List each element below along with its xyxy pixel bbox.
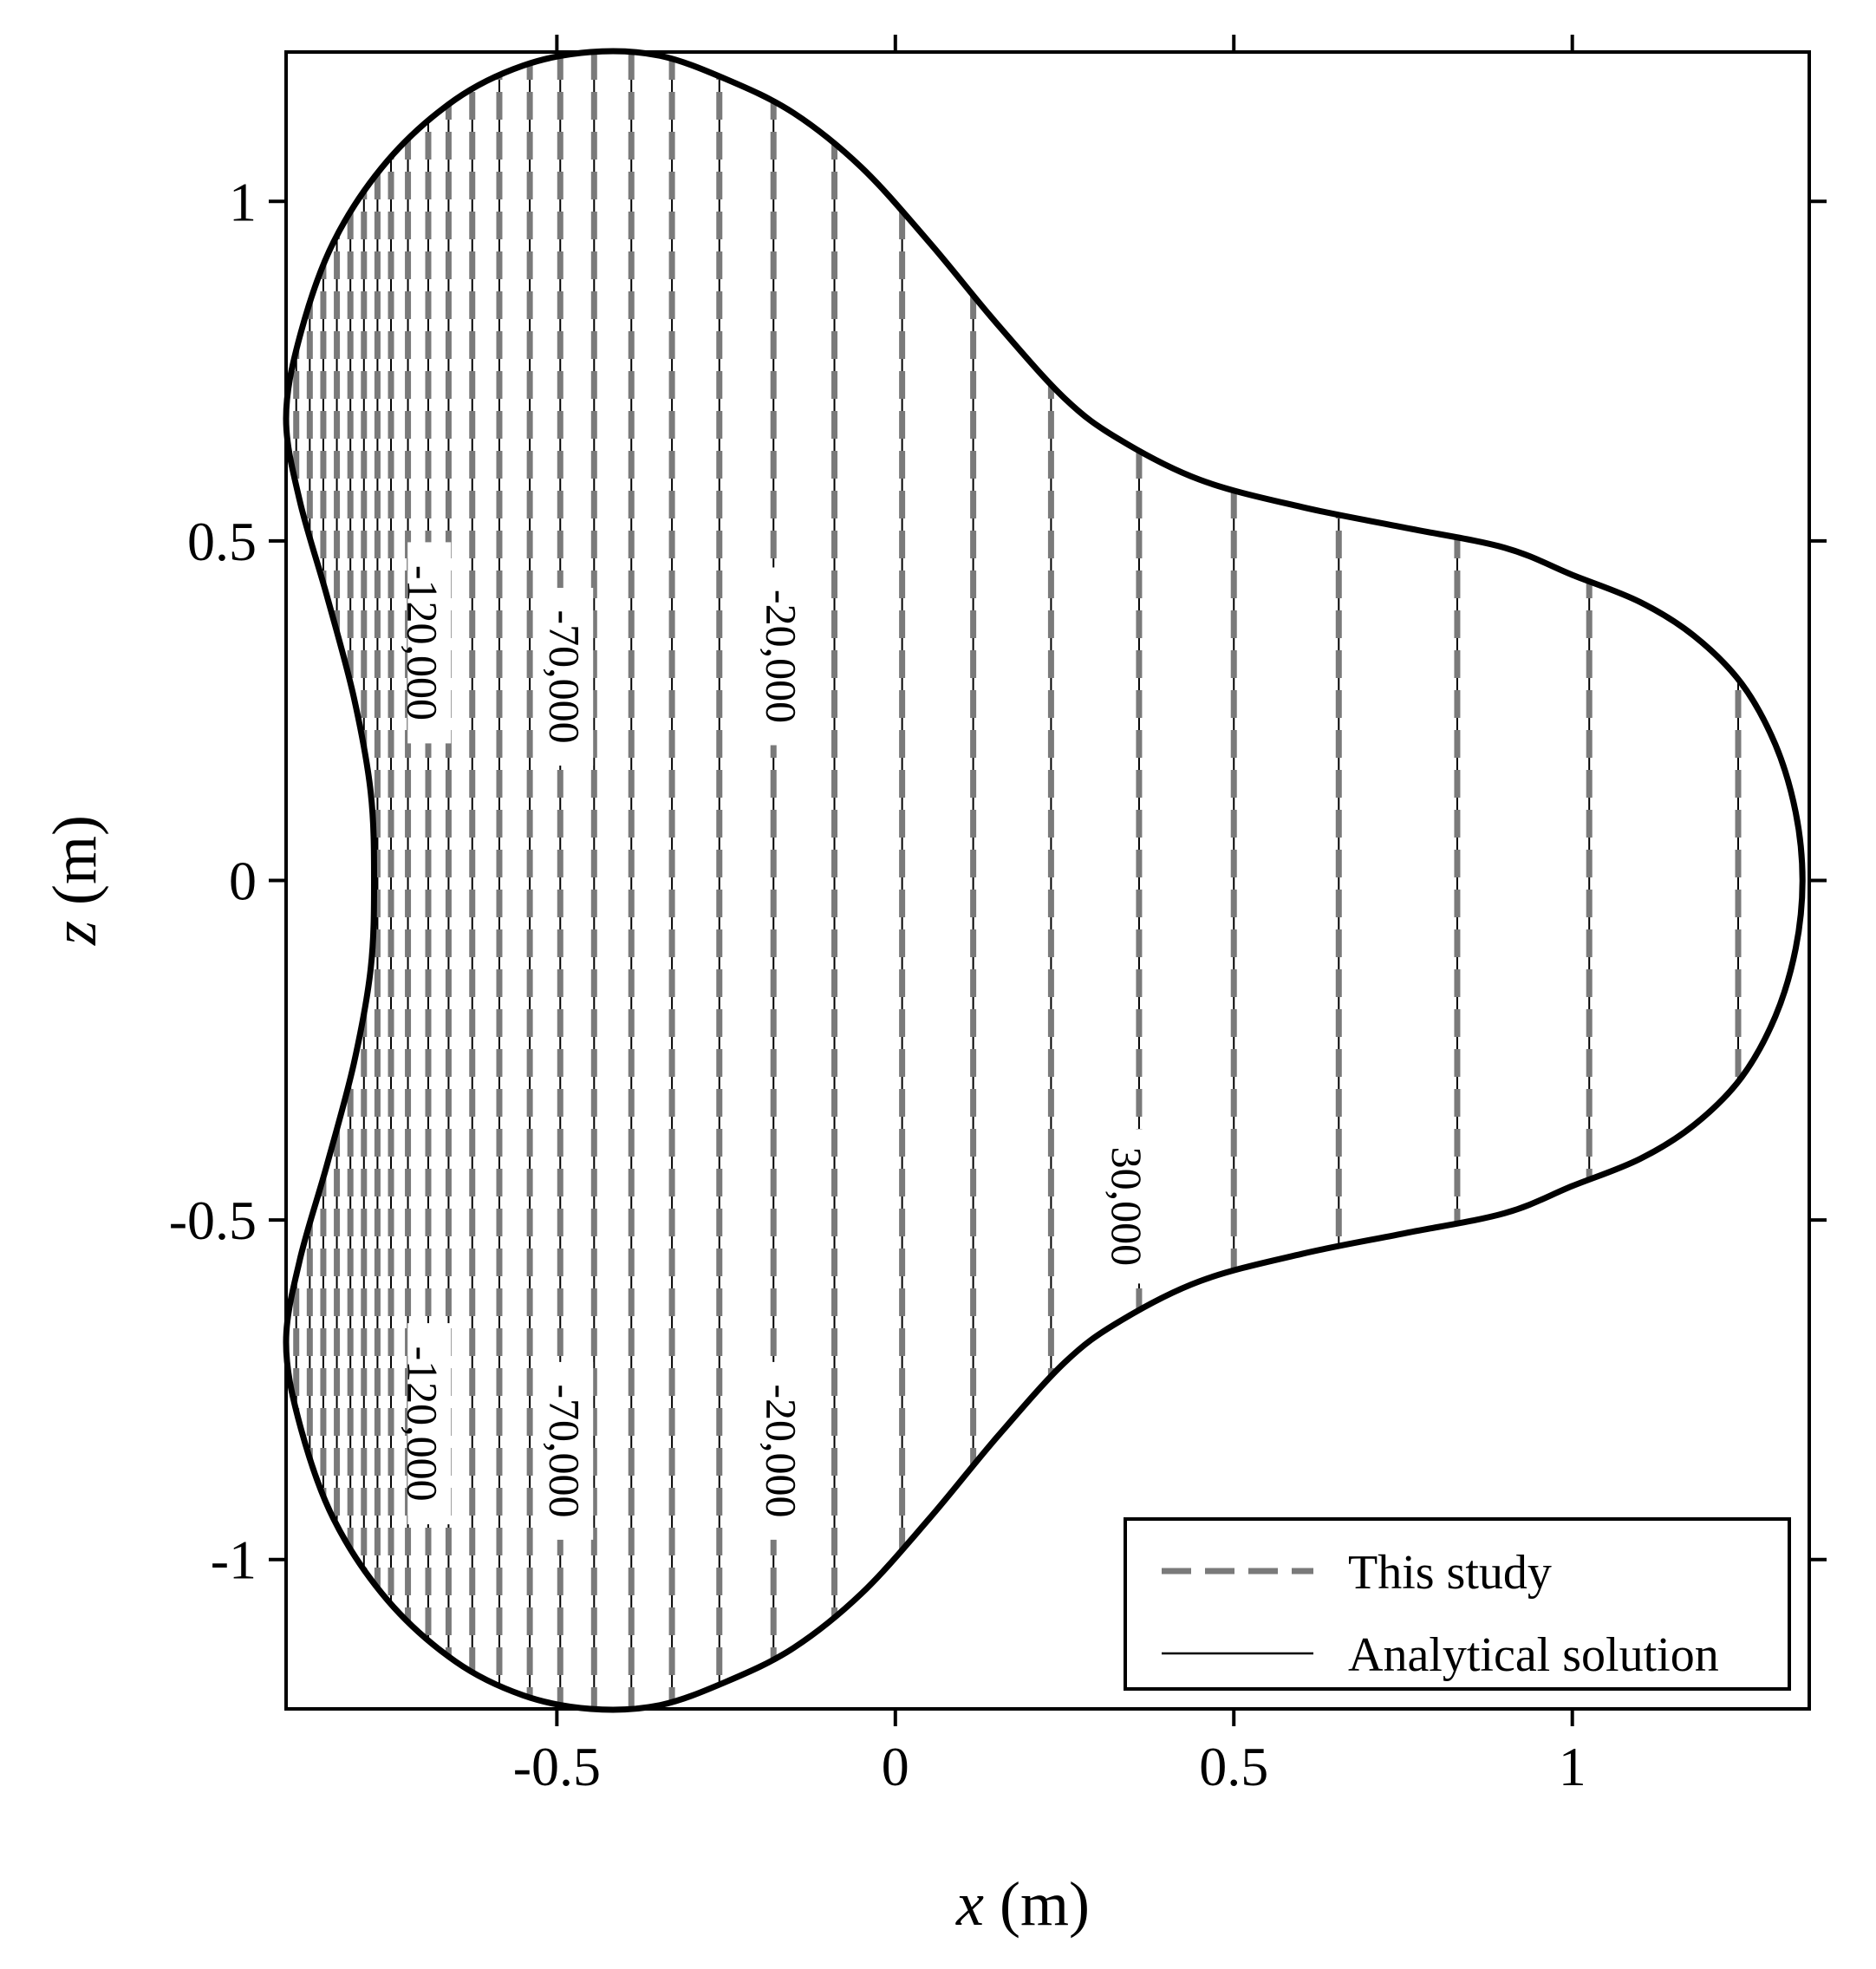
contour-label-group: 30,000: [1103, 1129, 1156, 1284]
contour-label-bg: [550, 1361, 594, 1540]
x-axis-ticks: -0.5 0 0.5 1: [513, 35, 1586, 1797]
y-tick-label: -0.5: [169, 1190, 257, 1251]
contour-label-group: -70,000: [541, 1361, 594, 1540]
legend-box: [1124, 1517, 1791, 1691]
x-tick-label: 0.5: [1199, 1736, 1268, 1797]
y-axis-title: z (m): [40, 815, 109, 946]
contour-label-group: -20,000: [758, 567, 810, 746]
contour-label: -70,000: [541, 1384, 590, 1517]
contour-label-group: -120,000: [399, 542, 452, 744]
x-tick-label: 0: [882, 1736, 909, 1797]
contour-label-group: -20,000: [758, 1361, 810, 1540]
contour-label: -120,000: [399, 1346, 447, 1502]
y-tick-label: 1: [229, 171, 257, 232]
contour-label-bg: [550, 588, 594, 766]
contour-label: 30,000: [1103, 1147, 1151, 1267]
contour-labels: -120,000 -70,000 -20,000 30,000 -120,000 -70,…: [399, 542, 1156, 1540]
legend-label-analytical: Analytical solution: [1348, 1628, 1719, 1682]
y-tick-label: -1: [211, 1529, 257, 1591]
contour-label-bg: [407, 1323, 452, 1525]
contour-label: -70,000: [541, 610, 590, 743]
contour-label: -120,000: [399, 565, 447, 720]
legend: This study Analytical solution: [1124, 1517, 1791, 1691]
x-tick-label: -0.5: [513, 1736, 601, 1797]
contour-label-bg: [1111, 1129, 1156, 1284]
contour-label: -20,000: [758, 590, 806, 723]
domain-boundary: [283, 48, 1806, 1713]
contour-label-group: -70,000: [541, 588, 594, 766]
contour-label-bg: [766, 1361, 810, 1540]
x-tick-label: 1: [1559, 1736, 1586, 1797]
legend-label-this-study: This study: [1348, 1546, 1552, 1600]
y-axis-ticks: 1 0.5 0 -0.5 -1: [169, 171, 1827, 1591]
contour-label: -20,000: [758, 1384, 806, 1517]
y-tick-label: 0: [229, 851, 257, 912]
x-axis-title: x (m): [955, 1869, 1090, 1939]
contour-label-bg: [766, 567, 810, 746]
y-tick-label: 0.5: [187, 511, 257, 572]
contour-label-bg: [407, 542, 452, 744]
contour-label-group: -120,000: [399, 1323, 452, 1525]
